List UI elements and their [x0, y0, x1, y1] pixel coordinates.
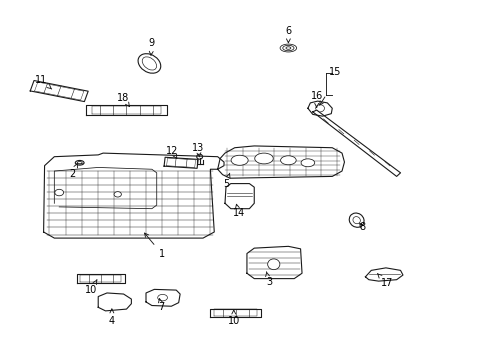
- Ellipse shape: [114, 192, 121, 197]
- Text: 13: 13: [192, 143, 204, 157]
- Text: 2: 2: [70, 163, 78, 179]
- Text: 10: 10: [227, 310, 240, 325]
- Ellipse shape: [55, 189, 63, 196]
- Text: 11: 11: [35, 75, 52, 89]
- Text: 12: 12: [166, 145, 178, 158]
- Text: 8: 8: [359, 222, 365, 232]
- Text: 5: 5: [223, 173, 229, 189]
- Ellipse shape: [231, 155, 247, 165]
- Text: 10: 10: [84, 280, 97, 295]
- Text: 1: 1: [144, 233, 164, 258]
- Text: 18: 18: [117, 93, 129, 107]
- Ellipse shape: [158, 294, 167, 301]
- Text: 17: 17: [377, 274, 392, 288]
- Text: 14: 14: [232, 204, 244, 218]
- Text: 16: 16: [310, 91, 322, 107]
- Ellipse shape: [267, 259, 279, 270]
- Polygon shape: [312, 110, 400, 176]
- Text: 4: 4: [109, 309, 115, 325]
- Ellipse shape: [280, 156, 296, 165]
- Text: 3: 3: [265, 272, 271, 287]
- Text: 9: 9: [148, 38, 155, 55]
- Text: 6: 6: [285, 26, 291, 43]
- Text: 7: 7: [158, 298, 164, 312]
- Ellipse shape: [254, 153, 273, 164]
- Ellipse shape: [301, 159, 314, 167]
- Text: 15: 15: [328, 67, 340, 77]
